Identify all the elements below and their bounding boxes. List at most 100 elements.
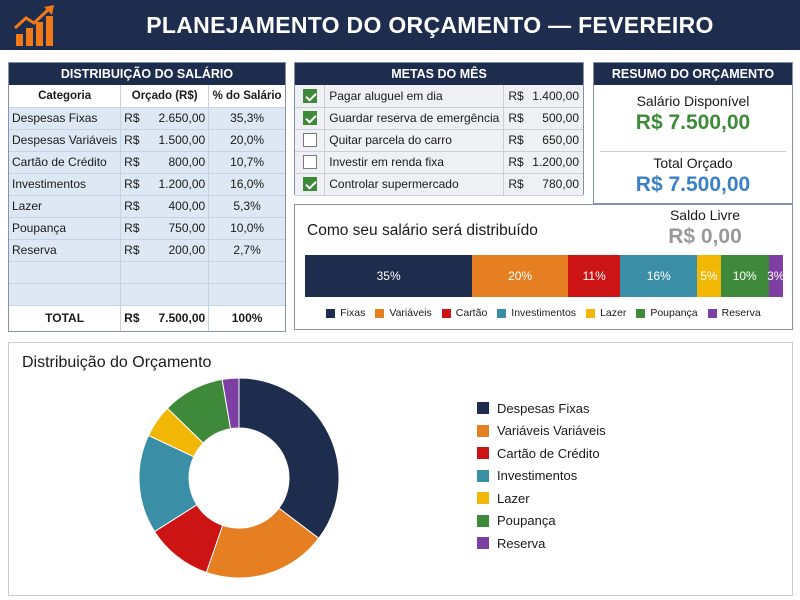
salary-amount-cell: R$ 800,00: [120, 151, 210, 174]
goal-amount-cell: R$ 1.400,00: [503, 85, 583, 108]
salary-amount-cell: R$ 750,00: [120, 217, 210, 240]
donut-legend-item: Reserva: [477, 532, 606, 555]
available-salary-block: Salário Disponível R$ 7.500,00: [594, 93, 792, 135]
empty-row: [9, 261, 285, 284]
goals-table: Pagar aluguel em dia R$ 1.400,00 Guardar re…: [295, 85, 583, 196]
goal-amount-cell: R$ 780,00: [503, 173, 583, 196]
goal-label: Guardar reserva de emergência: [324, 107, 505, 130]
salary-percent: 10,0%: [208, 217, 285, 240]
free-balance-block: Saldo Livre R$ 0,00: [620, 207, 790, 249]
donut-slice: [205, 507, 320, 579]
salary-row: Cartão de Crédito R$ 800,00 10,7%: [9, 151, 285, 174]
bar-segment: 10%: [720, 255, 769, 297]
page-title: PLANEJAMENTO DO ORÇAMENTO — FEVEREIRO: [146, 12, 714, 38]
bar-legend-item: Poupança: [636, 307, 698, 319]
header-bar: PLANEJAMENTO DO ORÇAMENTO — FEVEREIRO: [0, 0, 800, 50]
goal-amount: 1.400,00: [532, 88, 579, 103]
currency-label: R$: [508, 133, 524, 147]
salary-row: Despesas Variáveis R$ 1.500,00 20,0%: [9, 129, 285, 152]
goal-checkbox[interactable]: [302, 133, 317, 148]
available-salary-value: R$ 7.500,00: [635, 111, 751, 134]
goal-label: Pagar aluguel em dia: [324, 85, 505, 108]
goal-checkbox[interactable]: [302, 177, 317, 192]
legend-swatch: [497, 308, 507, 318]
legend-label: Reserva: [497, 535, 546, 551]
budget-donut-chart-panel: Distribuição do Orçamento Despesas Fixas…: [8, 342, 793, 596]
bar-segment: 5%: [696, 255, 721, 297]
salary-distribution-panel: DISTRIBUIÇÃO DO SALÁRIO Categoria Orçado…: [8, 62, 286, 332]
salary-percent: 35,3%: [208, 107, 285, 130]
goal-amount: 1.200,00: [532, 155, 579, 169]
salary-category: Cartão de Crédito: [9, 151, 122, 174]
goal-label: Quitar parcela do carro: [324, 129, 505, 152]
legend-swatch: [477, 514, 489, 527]
bar-segment: 16%: [620, 255, 697, 297]
salary-amount-cell: R$ 1.200,00: [120, 173, 210, 196]
goal-amount: 500,00: [542, 111, 579, 125]
salary-percent: 10,7%: [208, 151, 285, 174]
legend-swatch: [707, 308, 717, 318]
goal-amount: 650,00: [542, 133, 579, 147]
total-amount-cell: R$ 7.500,00: [120, 304, 210, 331]
bar-legend-item: Reserva: [707, 307, 761, 319]
currency-label: R$: [508, 177, 524, 191]
bar-segment: 3%: [767, 255, 784, 297]
goal-checkbox-cell: [295, 129, 326, 152]
bar-segment: 35%: [305, 255, 473, 297]
goal-checkbox-cell: [295, 173, 326, 196]
bar-legend-item: Cartão: [441, 307, 488, 319]
legend-label: Variáveis: [389, 307, 432, 319]
bar-segment: 11%: [567, 255, 621, 297]
total-budget-label: Total Orçado: [653, 155, 733, 171]
goal-row: Investir em renda fixa R$ 1.200,00: [295, 151, 583, 174]
currency-label: R$: [124, 243, 140, 257]
salary-percent: 20,0%: [208, 129, 285, 152]
salary-total-row: TOTAL R$ 7.500,00 100%: [9, 304, 285, 331]
currency-label: R$: [124, 133, 140, 147]
legend-swatch: [477, 469, 489, 482]
goal-checkbox[interactable]: [302, 155, 317, 170]
goal-checkbox-cell: [295, 151, 326, 174]
currency-label: R$: [124, 111, 140, 125]
legend-swatch: [477, 424, 489, 437]
legend-swatch: [326, 308, 336, 318]
legend-label: Cartão: [455, 307, 488, 319]
donut-legend-item: Cartão de Crédito: [477, 442, 606, 465]
goals-panel-title: METAS DO MÊS: [295, 63, 583, 85]
empty-row: [9, 283, 285, 306]
goal-checkbox-cell: [295, 85, 326, 108]
salary-category: Investimentos: [9, 173, 122, 196]
bar-segment: 20%: [472, 255, 568, 297]
salary-amount-cell: R$ 1.500,00: [120, 129, 210, 152]
salary-amount-cell: R$ 2.650,00: [120, 107, 210, 130]
bar-legend-item: Lazer: [586, 307, 626, 319]
goal-checkbox[interactable]: [302, 111, 317, 126]
legend-label: Poupança: [650, 307, 698, 319]
salary-row: Despesas Fixas R$ 2.650,00 35,3%: [9, 107, 285, 130]
donut-legend-item: Investimentos: [477, 465, 606, 488]
goal-checkbox[interactable]: [302, 89, 317, 104]
salary-percent: 5,3%: [208, 195, 285, 218]
legend-swatch: [441, 308, 451, 318]
donut-legend-item: Variáveis Variáveis: [477, 420, 606, 443]
legend-label: Reserva: [721, 307, 761, 319]
salary-category: Reserva: [9, 239, 122, 262]
col-header-category: Categoria: [9, 85, 122, 108]
donut-chart-legend: Despesas Fixas Variáveis Variáveis Cartão …: [477, 397, 606, 555]
legend-label: Investimentos: [497, 468, 578, 484]
currency-label: R$: [508, 111, 524, 125]
total-budget-block: Total Orçado R$ 7.500,00: [594, 155, 792, 197]
goal-row: Controlar supermercado R$ 780,00: [295, 173, 583, 196]
salary-category: Poupança: [9, 217, 122, 240]
salary-category: Despesas Variáveis: [9, 129, 122, 152]
legend-label: Variáveis Variáveis: [497, 423, 606, 439]
total-percent: 100%: [208, 304, 285, 331]
salary-percent: 2,7%: [208, 239, 285, 262]
currency-label: R$: [124, 155, 140, 169]
currency-label: R$: [508, 88, 524, 103]
legend-swatch: [375, 308, 385, 318]
salary-row: Reserva R$ 200,00 2,7%: [9, 239, 285, 262]
growth-chart-icon: [13, 5, 54, 46]
col-header-budgeted: Orçado (R$): [120, 85, 210, 108]
col-header-percent: % do Salário: [208, 85, 285, 108]
